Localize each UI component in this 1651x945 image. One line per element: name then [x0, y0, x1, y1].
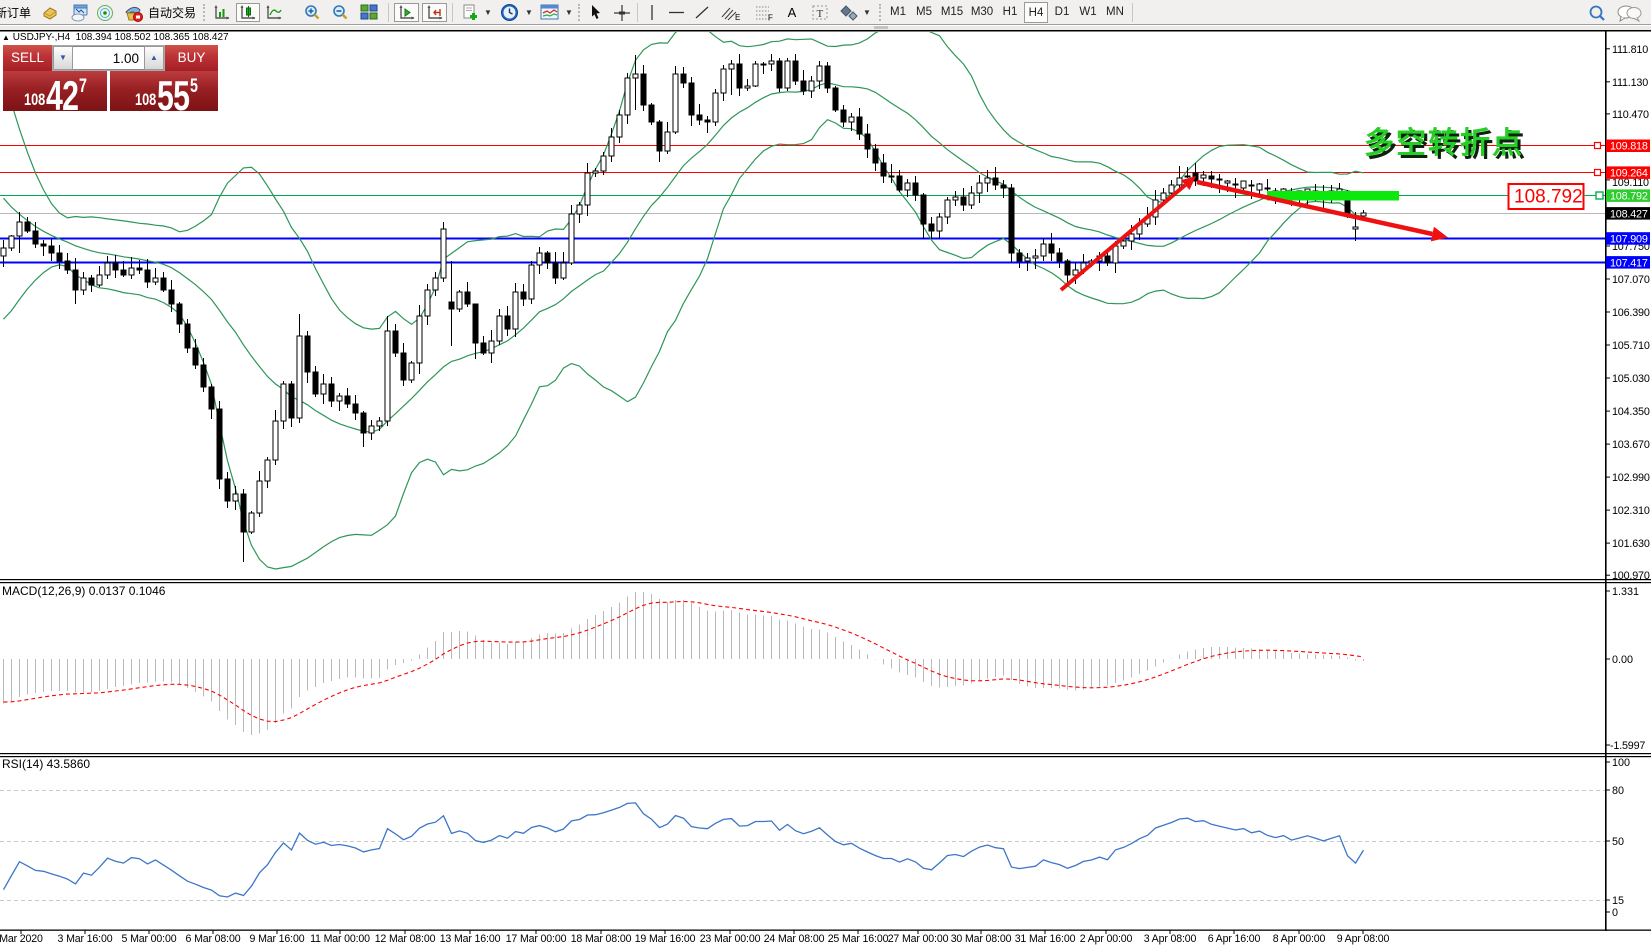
svg-text:24 Mar 08:00: 24 Mar 08:00	[764, 933, 825, 945]
svg-text:30 Mar 08:00: 30 Mar 08:00	[951, 933, 1012, 945]
svg-text:MACD(12,26,9) 0.0137 0.1046: MACD(12,26,9) 0.0137 0.1046	[2, 584, 166, 598]
svg-text:101.630: 101.630	[1612, 538, 1650, 550]
svg-text:9 Apr 08:00: 9 Apr 08:00	[1337, 933, 1390, 945]
svg-text:1.331: 1.331	[1612, 586, 1639, 598]
svg-text:F: F	[768, 14, 773, 22]
svg-text:31 Mar 16:00: 31 Mar 16:00	[1015, 933, 1076, 945]
svg-text:2 Apr 00:00: 2 Apr 00:00	[1080, 933, 1133, 945]
svg-text:102.310: 102.310	[1612, 505, 1650, 517]
svg-text:11 Mar 00:00: 11 Mar 00:00	[310, 933, 370, 945]
svg-text:多空转折点: 多空转折点	[1367, 130, 1527, 163]
svg-text:12 Mar 08:00: 12 Mar 08:00	[375, 933, 436, 945]
svg-text:109.264: 109.264	[1610, 168, 1648, 180]
svg-text:111.810: 111.810	[1612, 44, 1648, 56]
svg-text:25 Mar 16:00: 25 Mar 16:00	[828, 933, 889, 945]
svg-text:107.909: 107.909	[1610, 233, 1648, 245]
svg-text:108.792: 108.792	[1610, 191, 1648, 203]
svg-text:5 Mar 00:00: 5 Mar 00:00	[122, 933, 177, 945]
svg-text:19 Mar 16:00: 19 Mar 16:00	[635, 933, 696, 945]
svg-text:Mar 2020: Mar 2020	[0, 933, 43, 945]
svg-text:105.710: 105.710	[1612, 340, 1650, 352]
svg-text:100.970: 100.970	[1612, 570, 1650, 582]
svg-text:50: 50	[1612, 836, 1624, 848]
svg-text:3 Mar 16:00: 3 Mar 16:00	[58, 933, 113, 945]
svg-text:109.818: 109.818	[1610, 141, 1648, 153]
svg-text:111.130: 111.130	[1612, 77, 1648, 89]
svg-text:E: E	[735, 13, 740, 21]
svg-text:3 Apr 08:00: 3 Apr 08:00	[1144, 933, 1197, 945]
svg-text:109.110: 109.110	[1612, 177, 1649, 189]
svg-text:102.990: 102.990	[1612, 472, 1650, 484]
svg-text:15: 15	[1612, 895, 1624, 907]
svg-text:110.470: 110.470	[1612, 109, 1649, 121]
svg-text:13 Mar 16:00: 13 Mar 16:00	[440, 933, 501, 945]
svg-text:-1.5997: -1.5997	[1610, 740, 1645, 752]
svg-text:18 Mar 08:00: 18 Mar 08:00	[571, 933, 632, 945]
svg-text:RSI(14) 43.5860: RSI(14) 43.5860	[2, 757, 90, 771]
svg-text:104.350: 104.350	[1612, 406, 1650, 418]
svg-text:100: 100	[1612, 757, 1630, 769]
svg-text:17 Mar 00:00: 17 Mar 00:00	[506, 933, 567, 945]
svg-text:106.390: 106.390	[1612, 307, 1650, 319]
svg-text:108.792: 108.792	[1514, 187, 1583, 208]
svg-text:107.417: 107.417	[1610, 257, 1648, 269]
svg-text:多空转折点: 多空转折点	[1364, 127, 1524, 160]
svg-text:23 Mar 00:00: 23 Mar 00:00	[700, 933, 761, 945]
svg-text:8 Apr 00:00: 8 Apr 00:00	[1273, 933, 1326, 945]
svg-text:0.00: 0.00	[1612, 654, 1633, 666]
svg-text:6 Mar 08:00: 6 Mar 08:00	[186, 933, 241, 945]
svg-text:0: 0	[1612, 907, 1618, 919]
svg-text:9 Mar 16:00: 9 Mar 16:00	[250, 933, 305, 945]
svg-text:27 Mar 00:00: 27 Mar 00:00	[888, 933, 949, 945]
svg-text:108.427: 108.427	[1610, 208, 1648, 220]
svg-text:6 Apr 16:00: 6 Apr 16:00	[1208, 933, 1261, 945]
svg-text:107.070: 107.070	[1612, 274, 1650, 286]
svg-text:105.030: 105.030	[1612, 373, 1650, 385]
svg-text:80: 80	[1612, 785, 1624, 797]
svg-text:103.670: 103.670	[1612, 439, 1650, 451]
svg-text:T: T	[816, 8, 823, 20]
